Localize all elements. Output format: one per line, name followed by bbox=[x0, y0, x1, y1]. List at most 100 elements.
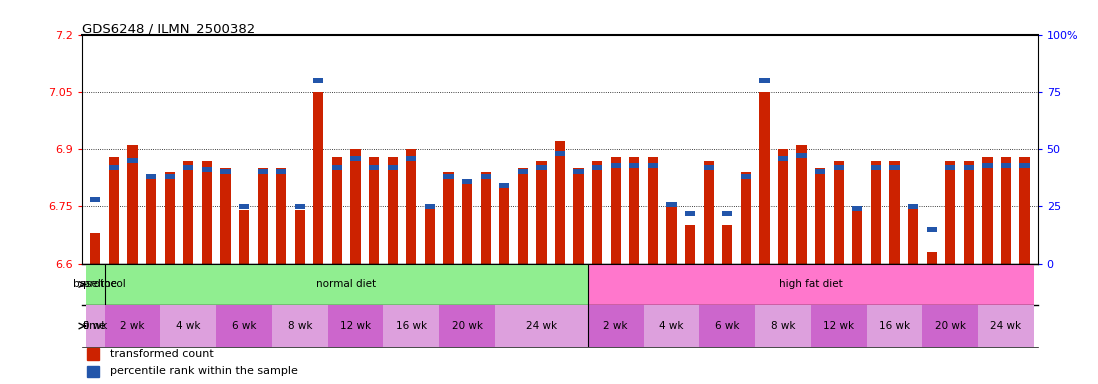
Bar bbox=[500, 184, 509, 263]
Text: 2 wk: 2 wk bbox=[604, 321, 628, 331]
Bar bbox=[425, 204, 435, 209]
Bar bbox=[927, 227, 937, 232]
Bar bbox=[889, 161, 899, 263]
Bar bbox=[648, 157, 658, 263]
Text: 6 wk: 6 wk bbox=[232, 321, 256, 331]
Bar bbox=[722, 211, 732, 216]
Bar bbox=[160, 305, 216, 347]
Bar bbox=[202, 161, 212, 263]
Bar bbox=[462, 179, 472, 184]
Bar bbox=[383, 305, 439, 347]
Bar bbox=[610, 157, 620, 263]
Bar bbox=[272, 305, 327, 347]
Bar bbox=[239, 204, 249, 209]
Bar bbox=[425, 206, 435, 263]
Text: 20 wk: 20 wk bbox=[451, 321, 482, 331]
Text: 24 wk: 24 wk bbox=[526, 321, 557, 331]
Bar bbox=[648, 162, 658, 167]
Bar bbox=[517, 169, 528, 174]
Bar bbox=[815, 169, 826, 174]
Bar bbox=[165, 174, 175, 179]
Bar bbox=[294, 204, 305, 209]
Bar bbox=[127, 145, 137, 263]
Bar bbox=[964, 165, 974, 170]
Bar bbox=[388, 165, 397, 170]
Bar bbox=[871, 161, 881, 263]
Bar bbox=[216, 305, 272, 347]
Bar bbox=[927, 252, 937, 263]
Bar bbox=[704, 161, 714, 263]
Bar bbox=[964, 161, 974, 263]
Bar bbox=[481, 172, 491, 263]
Text: 24 wk: 24 wk bbox=[990, 321, 1021, 331]
Bar bbox=[221, 169, 231, 174]
Bar bbox=[666, 206, 676, 263]
Bar bbox=[704, 165, 714, 170]
Bar bbox=[587, 263, 1034, 305]
Bar bbox=[276, 169, 287, 174]
Text: GDS6248 / ILMN_2500382: GDS6248 / ILMN_2500382 bbox=[82, 22, 256, 35]
Bar bbox=[741, 174, 751, 179]
Bar bbox=[462, 180, 472, 263]
Bar bbox=[294, 210, 305, 263]
Bar bbox=[1019, 162, 1030, 167]
Bar bbox=[796, 154, 807, 159]
Bar bbox=[109, 157, 119, 263]
Text: transformed count: transformed count bbox=[110, 349, 214, 359]
Bar bbox=[369, 165, 379, 170]
Bar bbox=[889, 165, 899, 170]
Bar bbox=[388, 157, 397, 263]
Bar bbox=[90, 233, 101, 263]
Bar bbox=[629, 157, 639, 263]
Bar bbox=[258, 169, 268, 174]
Bar bbox=[978, 305, 1034, 347]
Bar bbox=[796, 145, 807, 263]
Text: 16 wk: 16 wk bbox=[878, 321, 910, 331]
Bar bbox=[777, 149, 788, 263]
Bar bbox=[1001, 157, 1011, 263]
Text: 2 wk: 2 wk bbox=[121, 321, 145, 331]
Bar bbox=[90, 197, 101, 202]
Bar bbox=[643, 305, 699, 347]
Bar bbox=[313, 78, 324, 83]
Bar bbox=[86, 305, 104, 347]
Bar bbox=[406, 156, 416, 161]
Text: 12 wk: 12 wk bbox=[340, 321, 371, 331]
Bar bbox=[871, 165, 881, 170]
Bar bbox=[350, 149, 360, 263]
Bar bbox=[536, 161, 547, 263]
Bar bbox=[87, 366, 99, 377]
Bar bbox=[439, 305, 495, 347]
Bar bbox=[104, 305, 160, 347]
Bar bbox=[86, 263, 104, 305]
Bar bbox=[127, 158, 137, 163]
Bar bbox=[444, 174, 453, 179]
Bar bbox=[332, 157, 343, 263]
Bar bbox=[777, 156, 788, 161]
Bar bbox=[517, 168, 528, 263]
Text: 16 wk: 16 wk bbox=[395, 321, 427, 331]
Bar bbox=[258, 168, 268, 263]
Bar bbox=[866, 305, 922, 347]
Text: 8 wk: 8 wk bbox=[771, 321, 795, 331]
Text: 6 wk: 6 wk bbox=[715, 321, 739, 331]
Bar bbox=[573, 168, 584, 263]
Bar bbox=[908, 204, 918, 209]
Bar bbox=[327, 305, 383, 347]
Bar bbox=[685, 211, 695, 216]
Bar bbox=[183, 165, 193, 170]
Bar bbox=[109, 165, 119, 170]
Bar bbox=[908, 206, 918, 263]
Bar bbox=[276, 168, 287, 263]
Bar bbox=[755, 305, 811, 347]
Bar bbox=[811, 305, 866, 347]
Text: normal diet: normal diet bbox=[316, 280, 377, 290]
Bar bbox=[592, 165, 603, 170]
Bar bbox=[699, 305, 755, 347]
Bar bbox=[444, 172, 453, 263]
Text: high fat diet: high fat diet bbox=[778, 280, 843, 290]
Bar bbox=[87, 348, 99, 360]
Bar bbox=[629, 162, 639, 167]
Bar bbox=[313, 92, 324, 263]
Bar bbox=[983, 157, 993, 263]
